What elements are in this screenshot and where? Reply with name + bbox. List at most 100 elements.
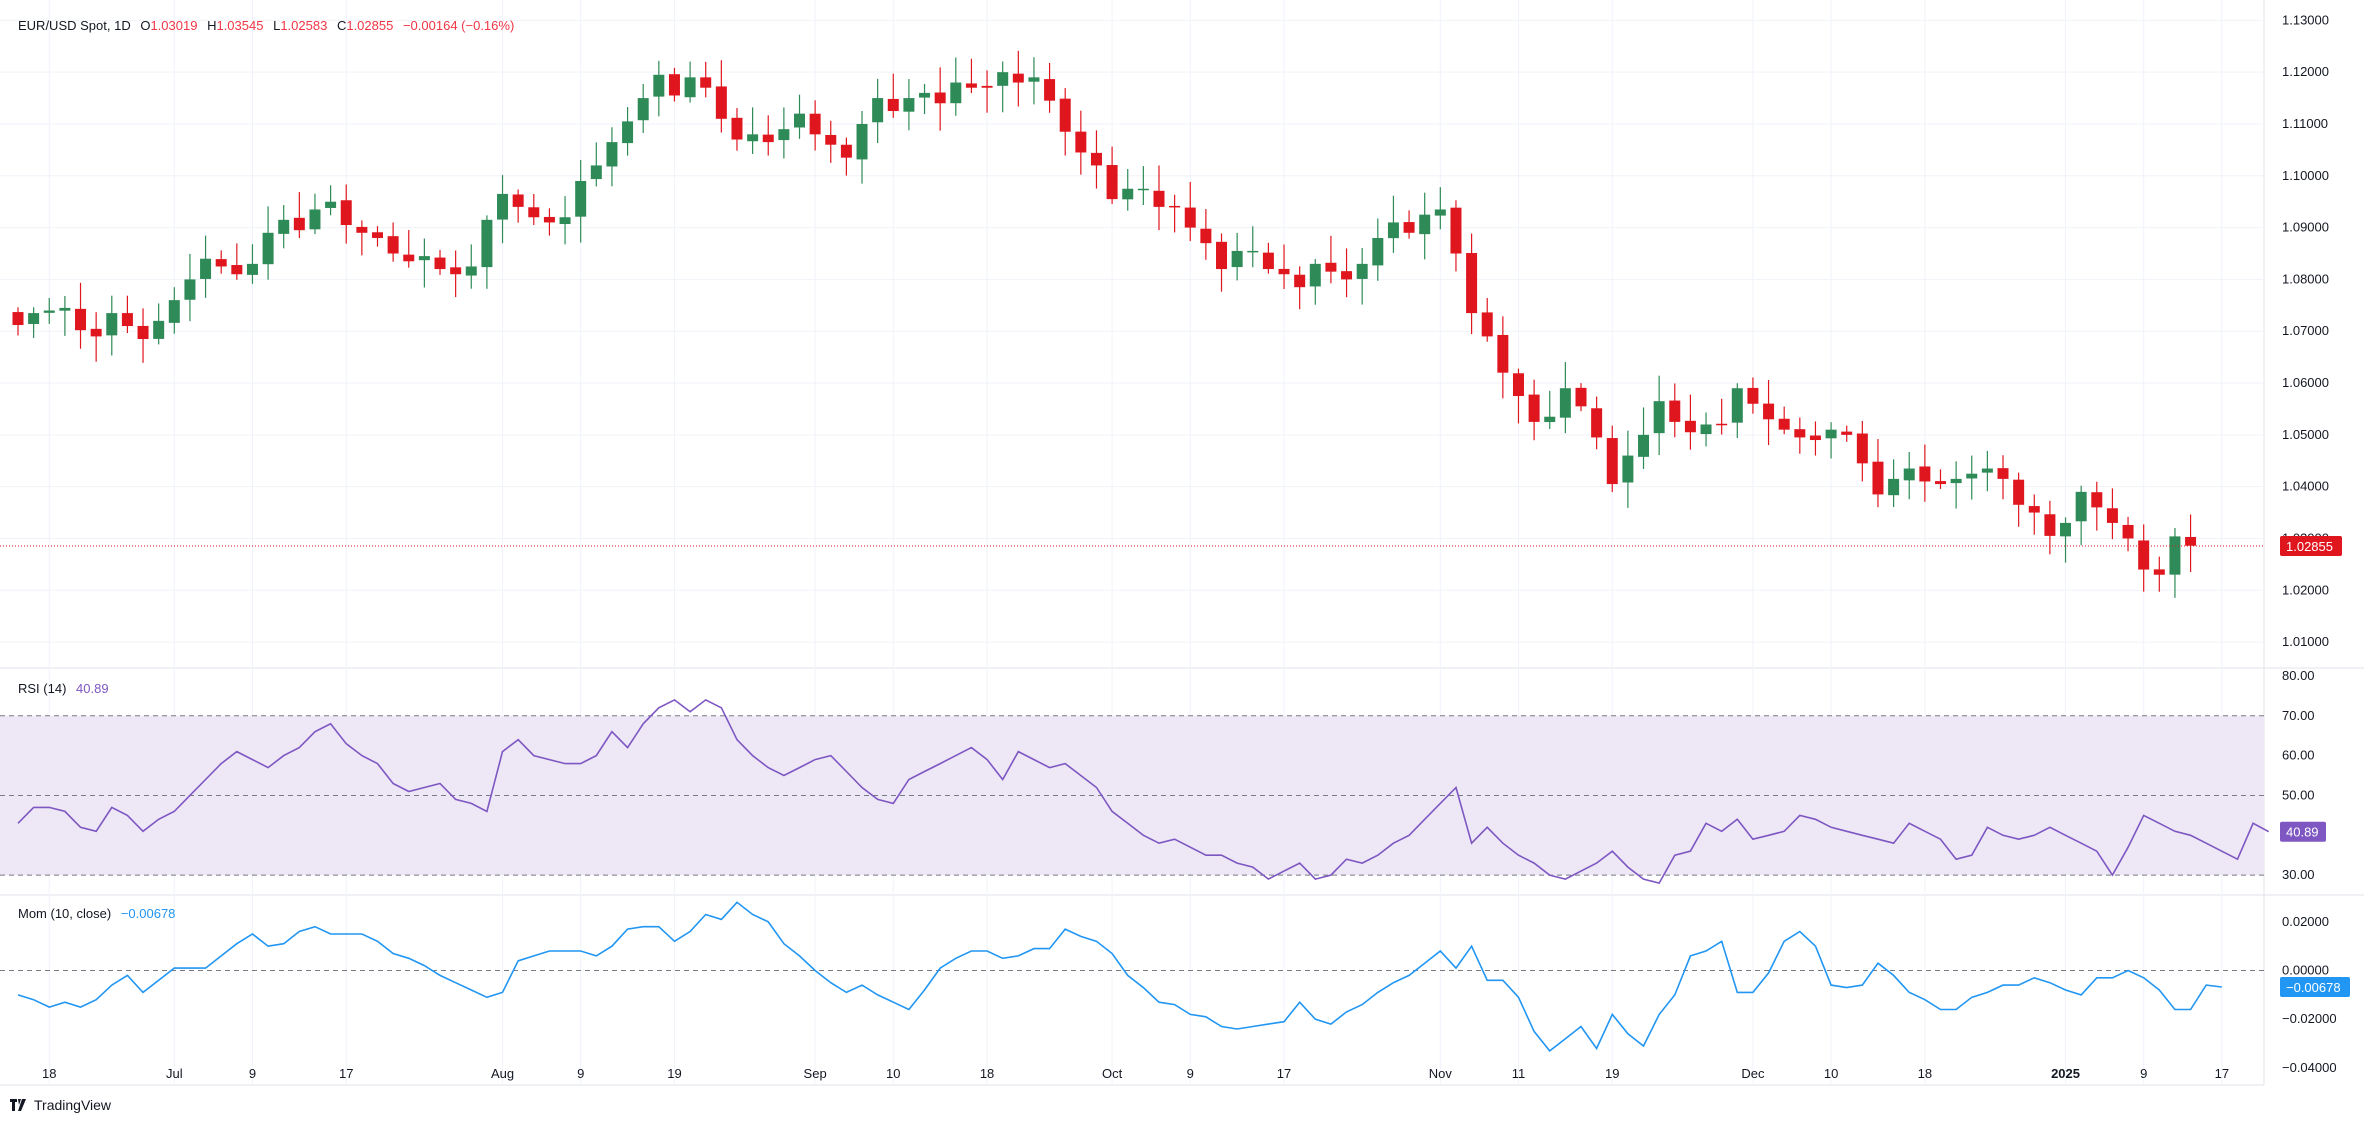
time-tick-label: Nov: [1429, 1066, 1453, 1081]
rsi-line: [17, 698, 2270, 885]
mom-title[interactable]: Mom (10, close): [18, 906, 112, 921]
candle-body: [1137, 188, 1149, 191]
candle-body: [1231, 250, 1243, 268]
axes: 18 Jul 9 17 Aug 9 19 Sep 10 18 Oct 9 17 Nov 11 19 Dec 10 1…: [42, 12, 2350, 1081]
candle-body: [1294, 274, 1306, 288]
candle-body: [450, 267, 462, 275]
candle-body: [794, 113, 805, 128]
candle-body: [919, 92, 931, 98]
rsi-tick-label: 60.00: [2282, 748, 2315, 763]
candle-body: [1653, 401, 1665, 434]
mom-tick-label: −0.04000: [2282, 1060, 2337, 1075]
rsi-value-tag: [2280, 821, 2326, 842]
candle-body: [215, 259, 227, 267]
candle-body: [715, 86, 727, 119]
time-tick-label: 18: [42, 1066, 56, 1081]
candle-body: [1278, 268, 1290, 275]
candle-body: [1794, 429, 1806, 438]
rsi-tick-label: 50.00: [2282, 787, 2315, 802]
candle-body: [231, 265, 243, 275]
candle-body: [246, 263, 258, 275]
candle-body: [2060, 522, 2072, 537]
candle-body: [293, 217, 305, 231]
candle-body: [2169, 536, 2181, 575]
candle-body: [1184, 207, 1196, 228]
candle-body: [28, 313, 40, 325]
mom-legend: Mom (10, close) −0.00678: [18, 906, 181, 921]
candle-body: [997, 72, 1009, 86]
candle-body: [1825, 429, 1837, 439]
time-tick-label: Sep: [804, 1066, 827, 1081]
rsi-pane[interactable]: [0, 698, 2270, 885]
candle-body: [121, 313, 133, 327]
price-tick-label: 1.02000: [2282, 582, 2329, 597]
candle-body: [543, 216, 555, 223]
candle-body: [1747, 387, 1759, 404]
rsi-title[interactable]: RSI (14): [18, 681, 67, 696]
tradingview-brand[interactable]: TradingView: [10, 1097, 111, 1113]
candle-body: [2075, 491, 2087, 522]
mom-value-tag: [2280, 977, 2350, 998]
candle-body: [1372, 237, 1384, 266]
high-value: 1.03545: [216, 18, 264, 33]
candle-body: [12, 312, 24, 326]
symbol-title[interactable]: EUR/USD Spot, 1D: [18, 18, 131, 33]
time-tick-label: 18: [980, 1066, 994, 1081]
candle-body: [1356, 263, 1368, 279]
rsi-band: [0, 715, 2264, 876]
mom-tick-label: 0.02000: [2282, 914, 2329, 929]
rsi-legend: RSI (14) 40.89: [18, 681, 115, 696]
rsi-value-tag-label: 40.89: [2286, 825, 2319, 840]
candle-body: [434, 257, 446, 270]
price-tick-label: 1.13000: [2282, 12, 2329, 27]
candle-body: [1325, 262, 1337, 272]
candle-body: [2028, 506, 2040, 513]
brand-label: TradingView: [34, 1097, 112, 1113]
candle-body: [1856, 433, 1868, 464]
price-tick-label: 1.04000: [2282, 479, 2329, 494]
candle-body: [1075, 131, 1087, 153]
candle-body: [1466, 253, 1478, 314]
candle-body: [840, 144, 852, 158]
close-value: 1.02855: [346, 18, 394, 33]
price-pane[interactable]: [0, 50, 2264, 598]
price-tick-label: 1.06000: [2282, 375, 2329, 390]
low-label: L: [273, 18, 281, 33]
last-price-tag-label: 1.02855: [2286, 539, 2333, 554]
candle-body: [1200, 228, 1212, 244]
price-tick-label: 1.05000: [2282, 427, 2329, 442]
candle-body: [1731, 388, 1743, 423]
candle-body: [2185, 536, 2197, 546]
candle-body: [1122, 188, 1134, 200]
candle-body: [1606, 438, 1618, 485]
candle-body: [950, 82, 962, 104]
candle-body: [153, 320, 165, 339]
close-label: C: [336, 18, 347, 33]
candle-body: [1966, 473, 1978, 479]
open-label: O: [140, 18, 151, 33]
time-tick-label: 11: [1512, 1066, 1526, 1081]
candle-body: [1981, 468, 1993, 473]
candle-body: [1997, 468, 2009, 479]
candle-body: [1638, 434, 1650, 457]
price-legend: EUR/USD Spot, 1D O1.03019 H1.03545 L1.02…: [18, 18, 520, 33]
candle-body: [1341, 271, 1353, 280]
candle-body: [75, 308, 87, 331]
time-tick-label: 9: [1187, 1066, 1194, 1081]
candle-body: [1763, 403, 1775, 420]
momentum-pane[interactable]: [0, 901, 2264, 1053]
candle-body: [387, 236, 399, 254]
price-tick-label: 1.12000: [2282, 64, 2329, 79]
mom-tick-label: −0.02000: [2282, 1011, 2337, 1026]
candle-body: [262, 232, 274, 265]
candle-body: [1700, 424, 1712, 435]
candle-body: [1169, 205, 1181, 208]
candle-body: [872, 98, 884, 123]
candle-body: [1059, 98, 1071, 132]
candle-body: [2153, 569, 2165, 575]
price-tick-label: 1.11000: [2282, 116, 2328, 131]
time-tick-label: 9: [577, 1066, 584, 1081]
time-tick-label: 9: [249, 1066, 256, 1081]
open-value: 1.03019: [150, 18, 198, 33]
